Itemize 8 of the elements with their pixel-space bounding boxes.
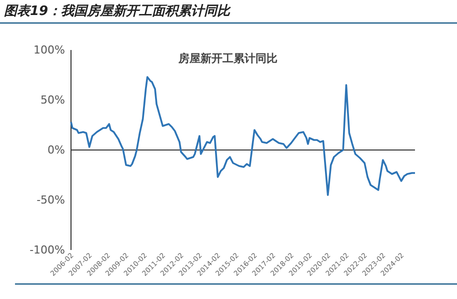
line-series bbox=[70, 76, 416, 196]
y-tick-label: 100% bbox=[34, 44, 65, 57]
y-tick-label: 50% bbox=[40, 94, 65, 107]
y-tick-label: -100% bbox=[30, 244, 65, 257]
chart-title: 图表19：我国房屋新开工面积累计同比 bbox=[4, 3, 232, 19]
y-tick-label: -50% bbox=[36, 194, 65, 207]
y-tick-label: 0% bbox=[48, 144, 65, 157]
chart-subtitle: 房屋新开工累计同比 bbox=[178, 52, 278, 65]
